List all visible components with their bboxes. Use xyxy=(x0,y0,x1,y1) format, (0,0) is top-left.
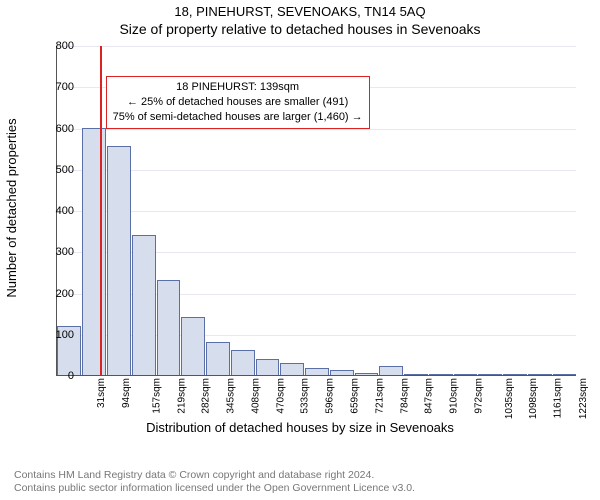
bar xyxy=(553,374,577,375)
x-tick-label: 721sqm xyxy=(374,378,385,414)
x-tick-label: 533sqm xyxy=(300,378,311,414)
x-tick-label: 784sqm xyxy=(399,378,410,414)
bar xyxy=(379,366,403,375)
bar xyxy=(503,374,527,375)
x-tick-label: 847sqm xyxy=(424,378,435,414)
plot-area: 18 PINEHURST: 139sqm← 25% of detached ho… xyxy=(56,46,576,376)
bar xyxy=(231,350,255,375)
bar xyxy=(404,374,428,375)
x-tick-label: 282sqm xyxy=(201,378,212,414)
y-tick-label: 800 xyxy=(34,40,74,52)
y-tick-label: 700 xyxy=(34,81,74,93)
bar xyxy=(206,342,230,375)
chart-container: Number of detached properties 18 PINEHUR… xyxy=(0,38,600,438)
y-tick-label: 200 xyxy=(34,288,74,300)
y-tick-label: 600 xyxy=(34,123,74,135)
bar xyxy=(132,235,156,375)
property-callout: 18 PINEHURST: 139sqm← 25% of detached ho… xyxy=(106,76,370,129)
x-tick-label: 31sqm xyxy=(96,378,107,408)
bar xyxy=(305,368,329,375)
x-tick-label: 1035sqm xyxy=(504,378,515,419)
x-tick-label: 219sqm xyxy=(176,378,187,414)
x-tick-label: 1223sqm xyxy=(578,378,589,419)
x-tick-label: 972sqm xyxy=(473,378,484,414)
y-axis-label: Number of detached properties xyxy=(4,118,19,297)
page-address: 18, PINEHURST, SEVENOAKS, TN14 5AQ xyxy=(0,0,600,19)
y-tick-label: 0 xyxy=(34,370,74,382)
callout-line: 18 PINEHURST: 139sqm xyxy=(113,80,363,95)
footer-line-1: Contains HM Land Registry data © Crown c… xyxy=(14,469,415,483)
bar xyxy=(454,374,478,375)
footer-attribution: Contains HM Land Registry data © Crown c… xyxy=(14,469,415,496)
gridline xyxy=(57,46,576,47)
x-tick-label: 1098sqm xyxy=(528,378,539,419)
x-tick-label: 1161sqm xyxy=(553,378,564,418)
x-tick-label: 659sqm xyxy=(350,378,361,414)
bar xyxy=(330,370,354,375)
x-tick-label: 408sqm xyxy=(251,378,262,414)
bar xyxy=(429,374,453,375)
y-tick-label: 100 xyxy=(34,329,74,341)
x-axis-label: Distribution of detached houses by size … xyxy=(0,420,600,435)
gridline xyxy=(57,129,576,130)
callout-line: 75% of semi-detached houses are larger (… xyxy=(113,110,363,125)
bar xyxy=(280,363,304,375)
x-tick-label: 910sqm xyxy=(449,378,460,414)
x-tick-label: 345sqm xyxy=(226,378,237,414)
bar xyxy=(478,374,502,375)
bar xyxy=(355,373,379,375)
property-marker-line xyxy=(100,46,102,375)
bar xyxy=(157,280,181,375)
bar xyxy=(256,359,280,376)
callout-line: ← 25% of detached houses are smaller (49… xyxy=(113,95,363,110)
x-tick-label: 596sqm xyxy=(325,378,336,414)
bar xyxy=(107,146,131,375)
bar xyxy=(82,128,106,376)
bar xyxy=(181,317,205,375)
gridline xyxy=(57,211,576,212)
y-tick-label: 300 xyxy=(34,246,74,258)
gridline xyxy=(57,170,576,171)
y-tick-label: 400 xyxy=(34,205,74,217)
x-tick-label: 94sqm xyxy=(121,378,132,408)
y-tick-label: 500 xyxy=(34,164,74,176)
x-tick-label: 470sqm xyxy=(275,378,286,414)
x-tick-label: 157sqm xyxy=(151,378,162,414)
footer-line-2: Contains public sector information licen… xyxy=(14,482,415,496)
page-subtitle: Size of property relative to detached ho… xyxy=(0,19,600,37)
bar xyxy=(528,374,552,375)
